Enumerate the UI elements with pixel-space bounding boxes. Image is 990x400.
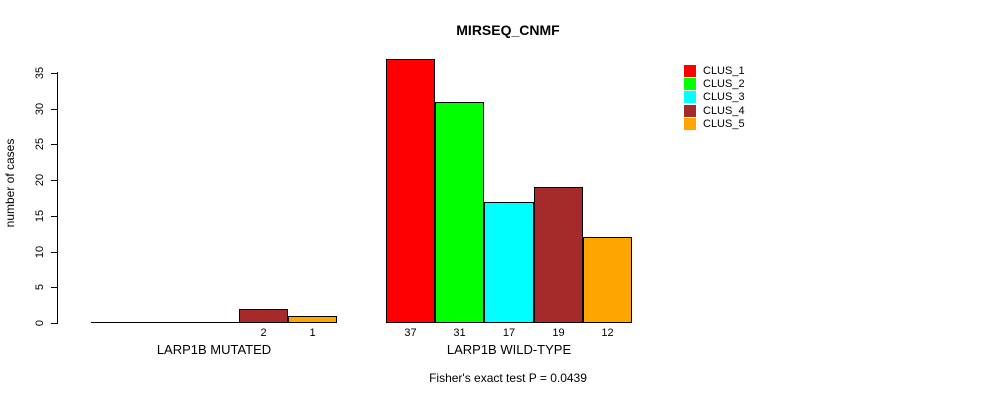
y-axis-line [57,72,58,323]
y-tick-mark [51,109,58,110]
legend-swatch-clus_2 [684,77,696,90]
y-tick-label: 5 [34,283,46,291]
y-tick-mark [51,180,58,181]
legend-swatch-clus_1 [684,64,696,77]
bar-clus_4-group2 [534,187,583,323]
legend-label: CLUS_4 [703,104,745,117]
y-tick-label: 30 [34,102,46,116]
bar-clus_5-group2 [583,237,632,323]
legend-item-clus_3: CLUS_3 [684,90,745,103]
bar-value-label: 17 [502,327,516,339]
bar-value-label: 19 [552,327,565,339]
legend-label: CLUS_1 [703,64,745,77]
bar-clus_5-group1 [288,316,337,323]
legend-swatch-clus_3 [684,90,696,103]
y-tick-label: 15 [34,209,46,223]
bar-clus_3-group2 [484,202,534,323]
y-tick-mark [51,73,58,74]
y-tick-label: 10 [34,245,46,259]
bar-value-label: 12 [601,327,614,339]
bar-clus_1-group2 [386,59,435,323]
bar-clus_4-group1 [239,309,288,323]
y-axis-label: number of cases [3,138,17,228]
legend-label: CLUS_3 [703,90,745,103]
legend-item-clus_5: CLUS_5 [684,117,745,130]
bar-value-label: 37 [404,327,417,339]
legend-swatch-clus_4 [684,104,696,117]
y-tick-mark [51,216,58,217]
legend-item-clus_4: CLUS_4 [684,104,745,117]
bar-value-label: 1 [309,327,316,339]
group-label-mutated: LARP1B MUTATED [156,342,272,357]
bar-clus_3-group1 [189,322,239,323]
y-tick-label: 35 [34,66,46,80]
bar-value-label: 31 [453,327,466,339]
chart-title: MIRSEQ_CNMF [456,22,560,38]
legend-item-clus_2: CLUS_2 [684,77,745,90]
y-tick-label: 25 [34,137,46,151]
y-tick-label: 20 [34,173,46,187]
legend-label: CLUS_2 [703,77,745,90]
group-label-wild-type: LARP1B WILD-TYPE [446,342,572,357]
fisher-test-caption: Fisher's exact test P = 0.0439 [429,371,587,385]
legend-item-clus_1: CLUS_1 [684,64,745,77]
y-tick-mark [51,252,58,253]
bar-clus_2-group2 [435,102,484,323]
legend-label: CLUS_5 [703,117,745,130]
y-tick-label: 0 [34,319,46,327]
bar-clus_2-group1 [140,322,189,323]
legend-swatch-clus_5 [684,117,696,130]
y-tick-mark [51,144,58,145]
bar-value-label: 2 [260,327,267,339]
bar-clus_1-group1 [91,322,140,323]
y-tick-mark [51,287,58,288]
y-tick-mark [51,323,58,324]
